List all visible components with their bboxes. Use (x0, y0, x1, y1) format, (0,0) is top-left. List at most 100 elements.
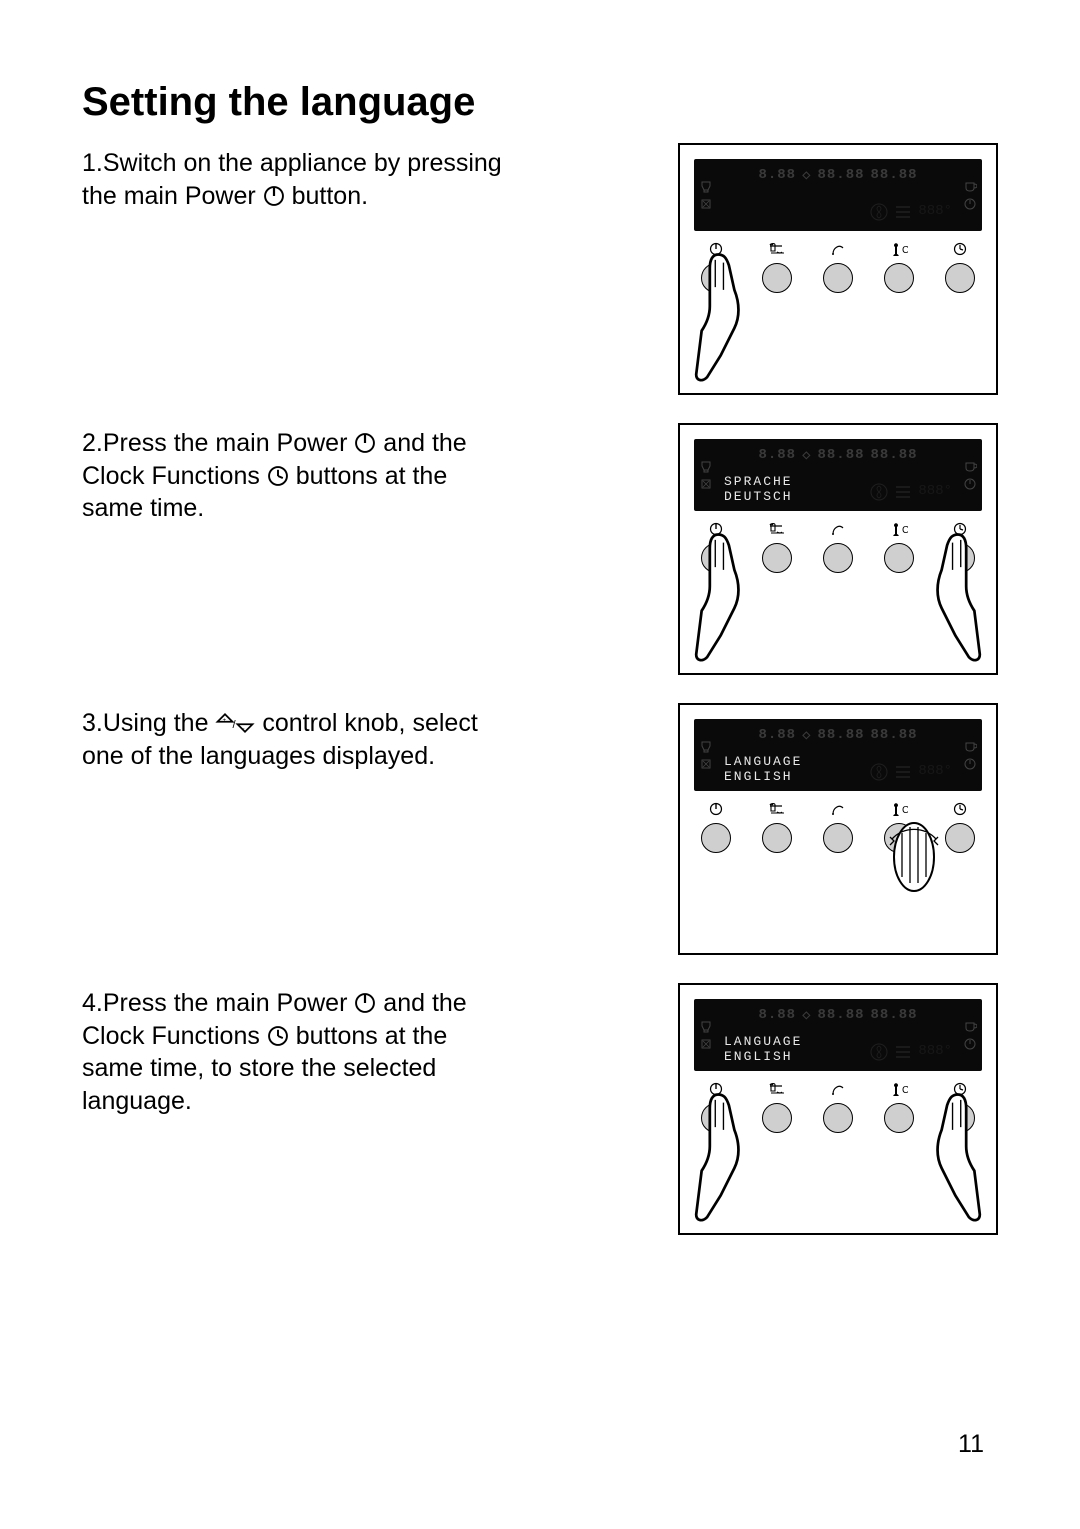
panel-button-power (696, 801, 736, 853)
control-panel-diagram: 8.88◇88.8888.88 888° LANGUAGE ENGLISH C (678, 983, 998, 1235)
page-number: 11 (958, 1430, 984, 1459)
panel-button-options (757, 1081, 797, 1133)
lcd-right-icons (958, 439, 982, 511)
lcd-mode-ghost: 888° (870, 203, 952, 221)
step-text: 2.Press the main Power and the Clock Fun… (82, 423, 502, 525)
knob-hand-icon (888, 819, 940, 900)
lcd-right-icons (958, 719, 982, 791)
options-icon (768, 241, 786, 257)
panel-button-probe (818, 241, 858, 293)
svg-text:C: C (902, 805, 908, 816)
panel-button-probe (818, 801, 858, 853)
manual-page: Setting the language 1.Switch on the app… (0, 0, 1080, 1529)
lcd-left-icons (694, 999, 718, 1071)
probe-icon (829, 1081, 847, 1097)
page-title: Setting the language (82, 80, 998, 125)
tempC-icon: C (890, 521, 908, 537)
power-icon (354, 990, 376, 1012)
lcd-text: LANGUAGE ENGLISH (724, 1035, 802, 1065)
clock-icon (267, 463, 289, 485)
hand-right-icon (928, 1089, 988, 1230)
hand-left-icon (688, 249, 748, 390)
lcd-left-icons (694, 439, 718, 511)
button-row: C (680, 791, 996, 853)
step-diagram: 8.88◇88.8888.88 888° LANGUAGE ENGLISH C (502, 703, 998, 955)
lcd-display: 8.88◇88.8888.88 888° (694, 159, 982, 231)
panel-button-clock (940, 241, 980, 293)
lcd-segment-ghost: 8.88◇88.8888.88 (718, 1007, 958, 1024)
button-circle (945, 263, 975, 293)
hand-row (680, 853, 996, 953)
button-circle (823, 543, 853, 573)
step-diagram: 8.88◇88.8888.88 888° C (502, 143, 998, 395)
panel-button-probe (818, 521, 858, 573)
panel-button-probe (818, 1081, 858, 1133)
lcd-display: 8.88◇88.8888.88 888° LANGUAGE ENGLISH (694, 999, 982, 1071)
button-circle (762, 543, 792, 573)
panel-button-options (757, 521, 797, 573)
step-text: 1.Switch on the appliance by pressing th… (82, 143, 502, 212)
clock-icon (951, 241, 969, 257)
options-icon (768, 521, 786, 537)
button-circle (884, 1103, 914, 1133)
button-circle (823, 263, 853, 293)
power-icon (707, 801, 725, 817)
options-icon (768, 1081, 786, 1097)
button-circle (762, 823, 792, 853)
steps-list: 1.Switch on the appliance by pressing th… (82, 143, 998, 1235)
clock-icon (951, 801, 969, 817)
lcd-right-icons (958, 999, 982, 1071)
power-icon (354, 430, 376, 452)
button-circle (823, 823, 853, 853)
control-panel-diagram: 8.88◇88.8888.88888°SPRACHE DEUTSCH C (678, 423, 998, 675)
step-text: 4.Press the main Power and the Clock Fun… (82, 983, 502, 1117)
probe-icon (829, 801, 847, 817)
panel-button-tempC: C (879, 1081, 919, 1133)
step-4: 4.Press the main Power and the Clock Fun… (82, 983, 998, 1235)
step-diagram: 8.88◇88.8888.88888°SPRACHE DEUTSCH C (502, 423, 998, 675)
probe-icon (829, 521, 847, 537)
tempC-icon: C (890, 241, 908, 257)
lcd-left-icons (694, 159, 718, 231)
control-panel-diagram: 8.88◇88.8888.88 888° LANGUAGE ENGLISH C (678, 703, 998, 955)
hand-left-icon (688, 1089, 748, 1230)
power-icon (263, 183, 285, 205)
probe-icon (829, 241, 847, 257)
lcd-segment-ghost: 8.88◇88.8888.88 (718, 167, 958, 184)
panel-button-options (757, 241, 797, 293)
button-circle (701, 823, 731, 853)
lcd-text: SPRACHE DEUTSCH (724, 475, 793, 505)
svg-text:C: C (902, 525, 908, 536)
panel-button-tempC: C (879, 521, 919, 573)
options-icon (768, 801, 786, 817)
lcd-mode-ghost: 888° (870, 1043, 952, 1061)
updown-icon (215, 710, 255, 732)
panel-button-tempC: C (879, 241, 919, 293)
lcd-display: 8.88◇88.8888.88888°SPRACHE DEUTSCH (694, 439, 982, 511)
step-diagram: 8.88◇88.8888.88 888° LANGUAGE ENGLISH C (502, 983, 998, 1235)
step-3: 3.Using the control knob, select one of … (82, 703, 998, 955)
button-circle (762, 1103, 792, 1133)
lcd-mode-ghost: 888° (870, 763, 952, 781)
hand-row (680, 293, 996, 393)
lcd-segment-ghost: 8.88◇88.8888.88 (718, 727, 958, 744)
hand-row (680, 1133, 996, 1233)
svg-text:C: C (902, 1085, 908, 1096)
button-circle (884, 543, 914, 573)
tempC-icon: C (890, 801, 908, 817)
lcd-right-icons (958, 159, 982, 231)
lcd-display: 8.88◇88.8888.88 888° LANGUAGE ENGLISH (694, 719, 982, 791)
lcd-text: LANGUAGE ENGLISH (724, 755, 802, 785)
hand-right-icon (928, 529, 988, 670)
step-text: 3.Using the control knob, select one of … (82, 703, 502, 772)
button-circle (823, 1103, 853, 1133)
clock-icon (267, 1023, 289, 1045)
svg-text:C: C (902, 245, 908, 256)
button-circle (884, 263, 914, 293)
lcd-segment-ghost: 8.88◇88.8888.88 (718, 447, 958, 464)
step-1: 1.Switch on the appliance by pressing th… (82, 143, 998, 395)
control-panel-diagram: 8.88◇88.8888.88 888° C (678, 143, 998, 395)
hand-left-icon (688, 529, 748, 670)
step-2: 2.Press the main Power and the Clock Fun… (82, 423, 998, 675)
button-circle (945, 823, 975, 853)
